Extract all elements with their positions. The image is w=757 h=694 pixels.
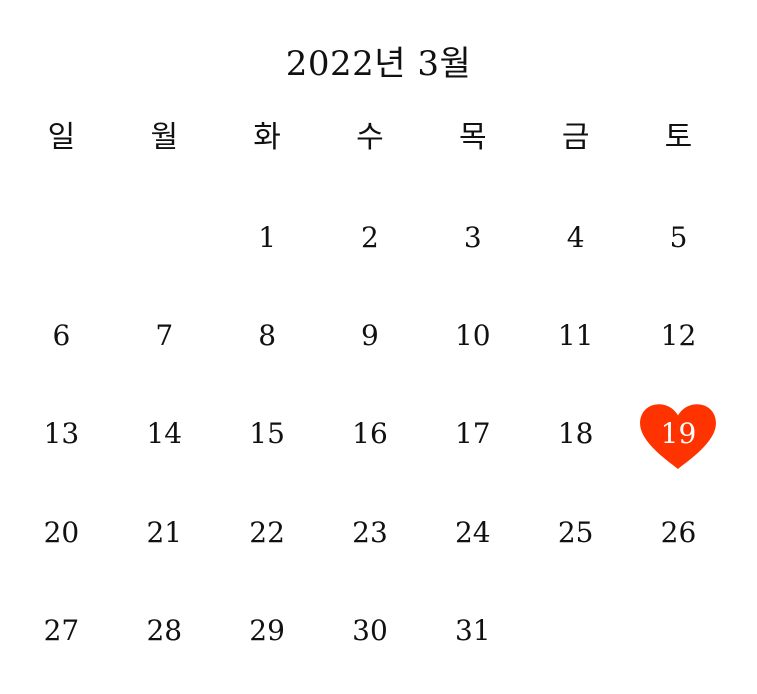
day-cell[interactable]: 3: [421, 188, 524, 286]
calendar-grid: 1 2 3 4 5 6 7 8 9 10 11 12 13 14 15 16 17 18 19 20 21 22 23 24 2…: [10, 188, 730, 679]
weekday-saturday: 토: [664, 120, 693, 155]
day-number: 27: [43, 613, 80, 647]
day-number: 1: [258, 220, 277, 254]
day-cell[interactable]: 20: [10, 483, 113, 581]
day-cell[interactable]: 13: [10, 385, 113, 483]
day-number: 24: [454, 515, 491, 549]
weekday-thursday: 목: [458, 120, 487, 155]
day-cell[interactable]: 11: [524, 286, 627, 384]
day-cell[interactable]: 24: [421, 483, 524, 581]
day-number: 14: [146, 417, 183, 451]
day-cell[interactable]: 8: [216, 286, 319, 384]
day-cell[interactable]: 27: [10, 581, 113, 679]
weekday-tuesday: 화: [253, 120, 281, 155]
day-number: 29: [249, 613, 285, 647]
day-number: 2: [361, 220, 379, 254]
weekday-monday: 월: [150, 120, 179, 155]
day-cell[interactable]: 25: [524, 483, 627, 581]
weekday-header: 일 월 화 수 목 금 토: [10, 112, 730, 164]
day-number: 3: [463, 220, 482, 254]
day-number: 4: [566, 220, 585, 254]
day-cell[interactable]: 29: [216, 581, 319, 679]
day-number: 30: [352, 613, 388, 647]
empty-day-cell: [10, 188, 113, 286]
day-cell[interactable]: 5: [627, 188, 730, 286]
day-cell[interactable]: 4: [524, 188, 627, 286]
weekday-friday: 금: [561, 120, 590, 155]
empty-day-cell: [113, 188, 216, 286]
day-cell[interactable]: 21: [113, 483, 216, 581]
day-number: 15: [249, 417, 285, 451]
day-number: 31: [454, 613, 491, 647]
day-cell[interactable]: 30: [319, 581, 422, 679]
empty-day-cell: [627, 581, 730, 679]
day-cell[interactable]: 6: [10, 286, 113, 384]
day-number: 5: [669, 220, 688, 254]
day-number: 28: [146, 613, 183, 647]
day-cell[interactable]: 31: [421, 581, 524, 679]
day-cell[interactable]: 28: [113, 581, 216, 679]
day-number: 19: [660, 417, 697, 451]
day-cell[interactable]: 22: [216, 483, 319, 581]
day-cell[interactable]: 17: [421, 385, 524, 483]
day-number: 20: [43, 515, 80, 549]
day-number: 26: [660, 515, 697, 549]
weekday-sunday: 일: [47, 120, 76, 155]
day-number: 6: [52, 318, 71, 352]
day-number: 21: [146, 515, 183, 549]
day-cell[interactable]: 9: [319, 286, 422, 384]
day-cell[interactable]: 23: [319, 483, 422, 581]
day-cell[interactable]: 26: [627, 483, 730, 581]
weekday-wednesday: 수: [356, 120, 384, 155]
day-number: 22: [249, 515, 285, 549]
day-cell[interactable]: 14: [113, 385, 216, 483]
day-cell[interactable]: 16: [319, 385, 422, 483]
day-number: 12: [660, 318, 697, 352]
day-number: 23: [352, 515, 388, 549]
day-cell[interactable]: 2: [319, 188, 422, 286]
day-cell[interactable]: 12: [627, 286, 730, 384]
day-cell[interactable]: 1: [216, 188, 319, 286]
calendar-title: 2022년 3월: [285, 44, 472, 84]
heart-icon: [640, 404, 717, 469]
day-number: 17: [454, 417, 491, 451]
day-number: 13: [43, 417, 80, 451]
day-number: 9: [361, 318, 379, 352]
day-number: 8: [258, 318, 277, 352]
day-cell-highlighted[interactable]: 19: [627, 385, 730, 483]
day-number: 16: [352, 417, 388, 451]
day-cell[interactable]: 10: [421, 286, 524, 384]
empty-day-cell: [524, 581, 627, 679]
day-cell[interactable]: 18: [524, 385, 627, 483]
day-number: 7: [155, 318, 174, 352]
day-number: 25: [557, 515, 594, 549]
day-cell[interactable]: 7: [113, 286, 216, 384]
day-number: 10: [454, 318, 491, 352]
day-cell[interactable]: 15: [216, 385, 319, 483]
day-number: 18: [557, 417, 594, 451]
day-number: 11: [557, 318, 594, 352]
